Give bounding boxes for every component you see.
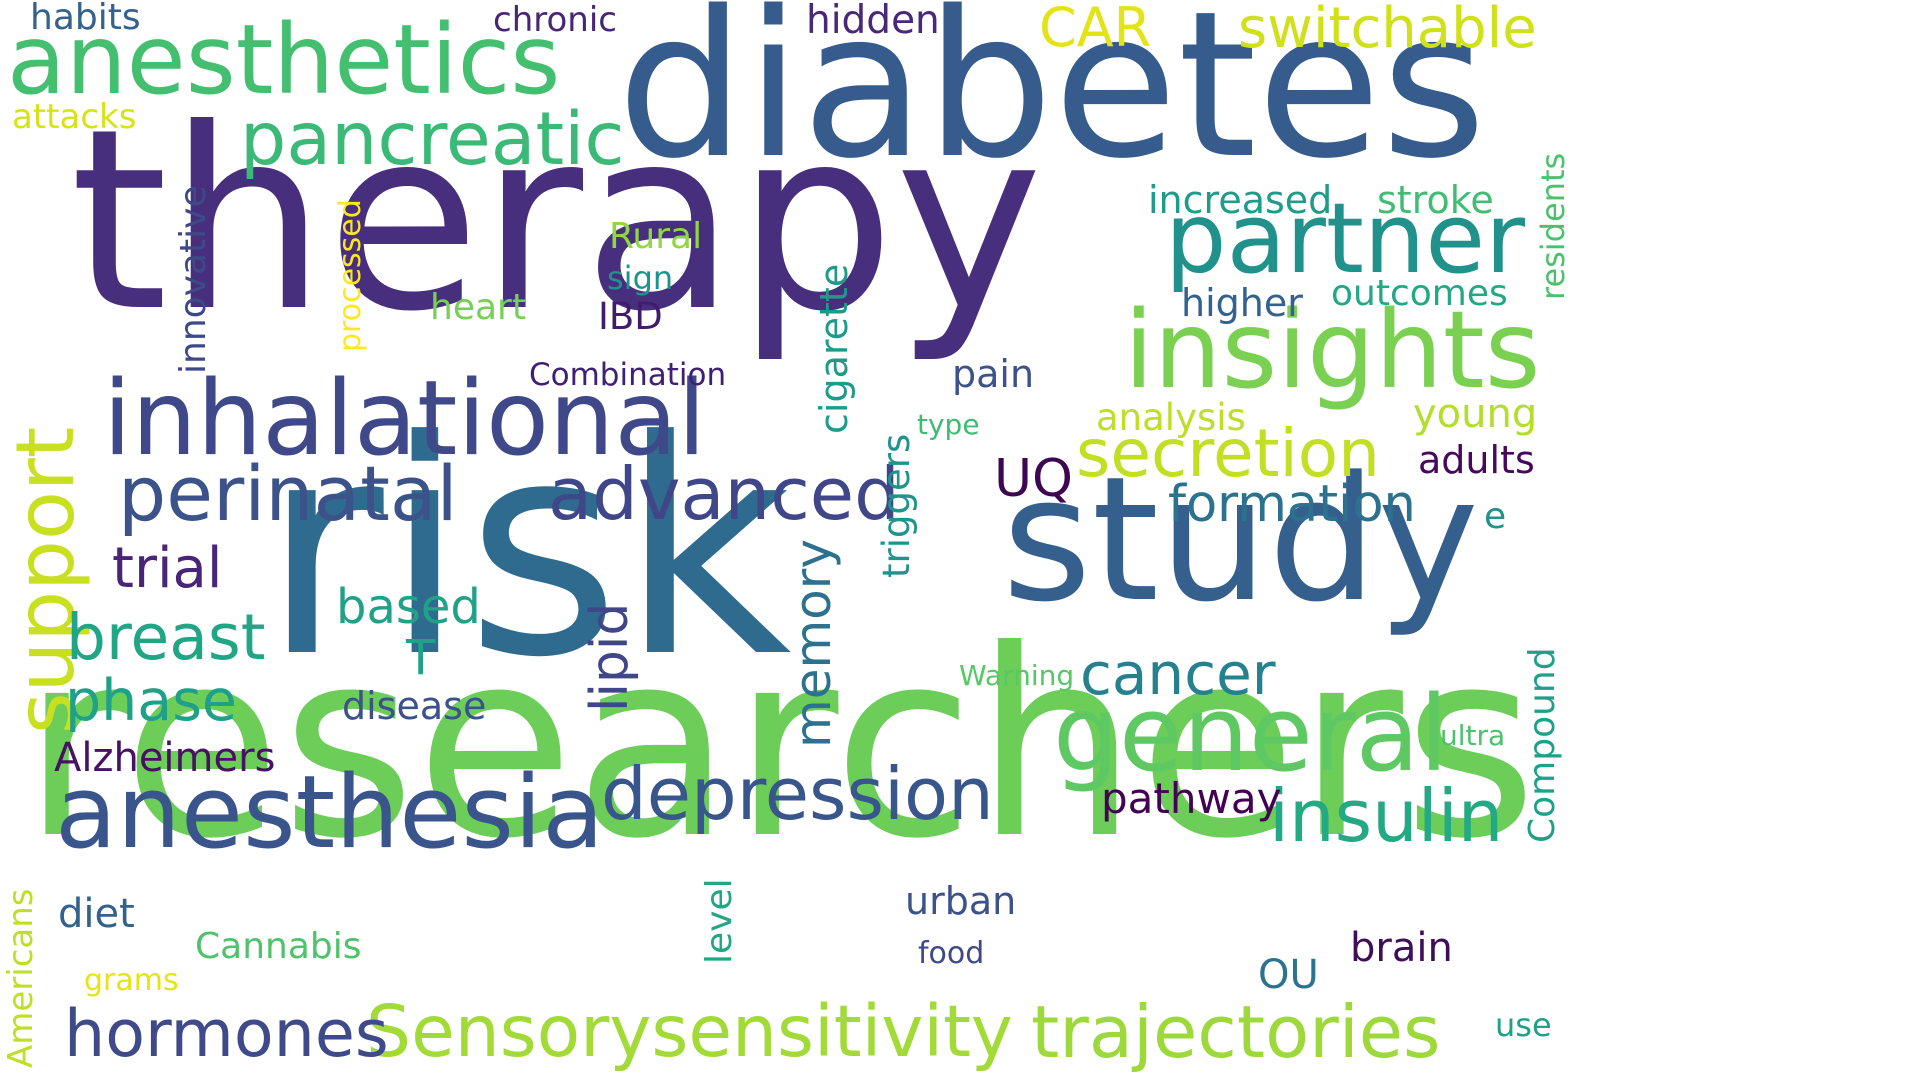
word-trajectories: trajectories	[1031, 990, 1441, 1074]
word-cancer: cancer	[1080, 640, 1276, 708]
word-lipid: lipid	[580, 602, 640, 712]
word-pain: pain	[952, 352, 1035, 396]
word-diabetes: diabetes	[617, 0, 1487, 203]
word-rural: Rural	[609, 216, 703, 257]
word-t: T	[406, 630, 436, 686]
word-innovative: innovative	[173, 185, 214, 374]
word-e: e	[1484, 496, 1507, 537]
word-cigarette: cigarette	[812, 263, 856, 434]
word-insulin: insulin	[1269, 774, 1504, 858]
word-young: young	[1413, 391, 1538, 437]
word-type: type	[917, 408, 980, 441]
word-urban: urban	[905, 879, 1017, 923]
word-study: study	[1002, 439, 1480, 640]
word-pancreatic: pancreatic	[240, 97, 625, 182]
word-breast: breast	[66, 601, 266, 674]
word-sign: sign	[607, 259, 674, 297]
word-ultra: ultra	[1440, 719, 1506, 752]
word-secretion: secretion	[1076, 415, 1380, 492]
word-anesthesia: anesthesia	[55, 753, 604, 871]
word-advanced: advanced	[548, 452, 900, 536]
word-habits: habits	[30, 0, 141, 38]
word-attacks: attacks	[12, 97, 137, 137]
word-heart: heart	[430, 287, 526, 328]
word-alzheimers: Alzheimers	[54, 735, 276, 781]
word-americans: Americans	[1, 888, 41, 1068]
word-switchable: switchable	[1238, 0, 1537, 61]
word-ou: OU	[1258, 952, 1319, 998]
word-therapy: therapy	[70, 75, 1043, 366]
word-diet: diet	[58, 891, 135, 937]
word-partner: partner	[1165, 182, 1525, 295]
word-risk: risk	[262, 377, 792, 722]
word-higher: higher	[1181, 281, 1303, 325]
word-car: CAR	[1039, 0, 1152, 59]
word-adults: adults	[1418, 438, 1535, 482]
word-depression: depression	[601, 752, 994, 836]
word-food: food	[918, 936, 985, 971]
word-compound: Compound	[1522, 647, 1563, 843]
word-insights: insights	[1124, 289, 1541, 413]
word-trial: trial	[112, 536, 223, 601]
word-formation: formation	[1168, 475, 1416, 534]
word-combination: Combination	[529, 357, 727, 393]
word-pathway: pathway	[1101, 774, 1282, 823]
word-anesthetics: anesthetics	[7, 4, 561, 116]
word-warning: Warning	[959, 659, 1075, 692]
word-use: use	[1495, 1006, 1552, 1044]
word-based: based	[336, 579, 481, 635]
word-sensorysensitivity: Sensorysensitivity	[366, 990, 1013, 1073]
word-researchers: researchers	[22, 595, 1538, 895]
word-triggers: triggers	[875, 433, 918, 578]
word-inhalational: inhalational	[103, 359, 707, 479]
word-cannabis: Cannabis	[195, 926, 362, 967]
word-brain: brain	[1350, 925, 1453, 971]
word-general: general	[1053, 673, 1449, 795]
word-hormones: hormones	[64, 997, 389, 1072]
word-ibd: IBD	[598, 295, 663, 338]
word-outcomes: outcomes	[1331, 273, 1508, 314]
word-disease: disease	[342, 684, 487, 728]
word-grams: grams	[84, 963, 179, 998]
word-phase: phase	[65, 668, 238, 734]
word-increased: increased	[1148, 178, 1333, 222]
word-chronic: chronic	[493, 0, 617, 40]
word-level: level	[699, 878, 740, 964]
word-hidden: hidden	[806, 0, 940, 43]
word-uq: UQ	[994, 449, 1073, 509]
word-analysis: analysis	[1096, 396, 1246, 439]
word-stroke: stroke	[1377, 178, 1494, 222]
word-processed: processed	[333, 199, 368, 352]
word-memory: memory	[784, 539, 842, 748]
word-perinatal: perinatal	[118, 449, 458, 538]
word-residents: residents	[1534, 152, 1572, 300]
